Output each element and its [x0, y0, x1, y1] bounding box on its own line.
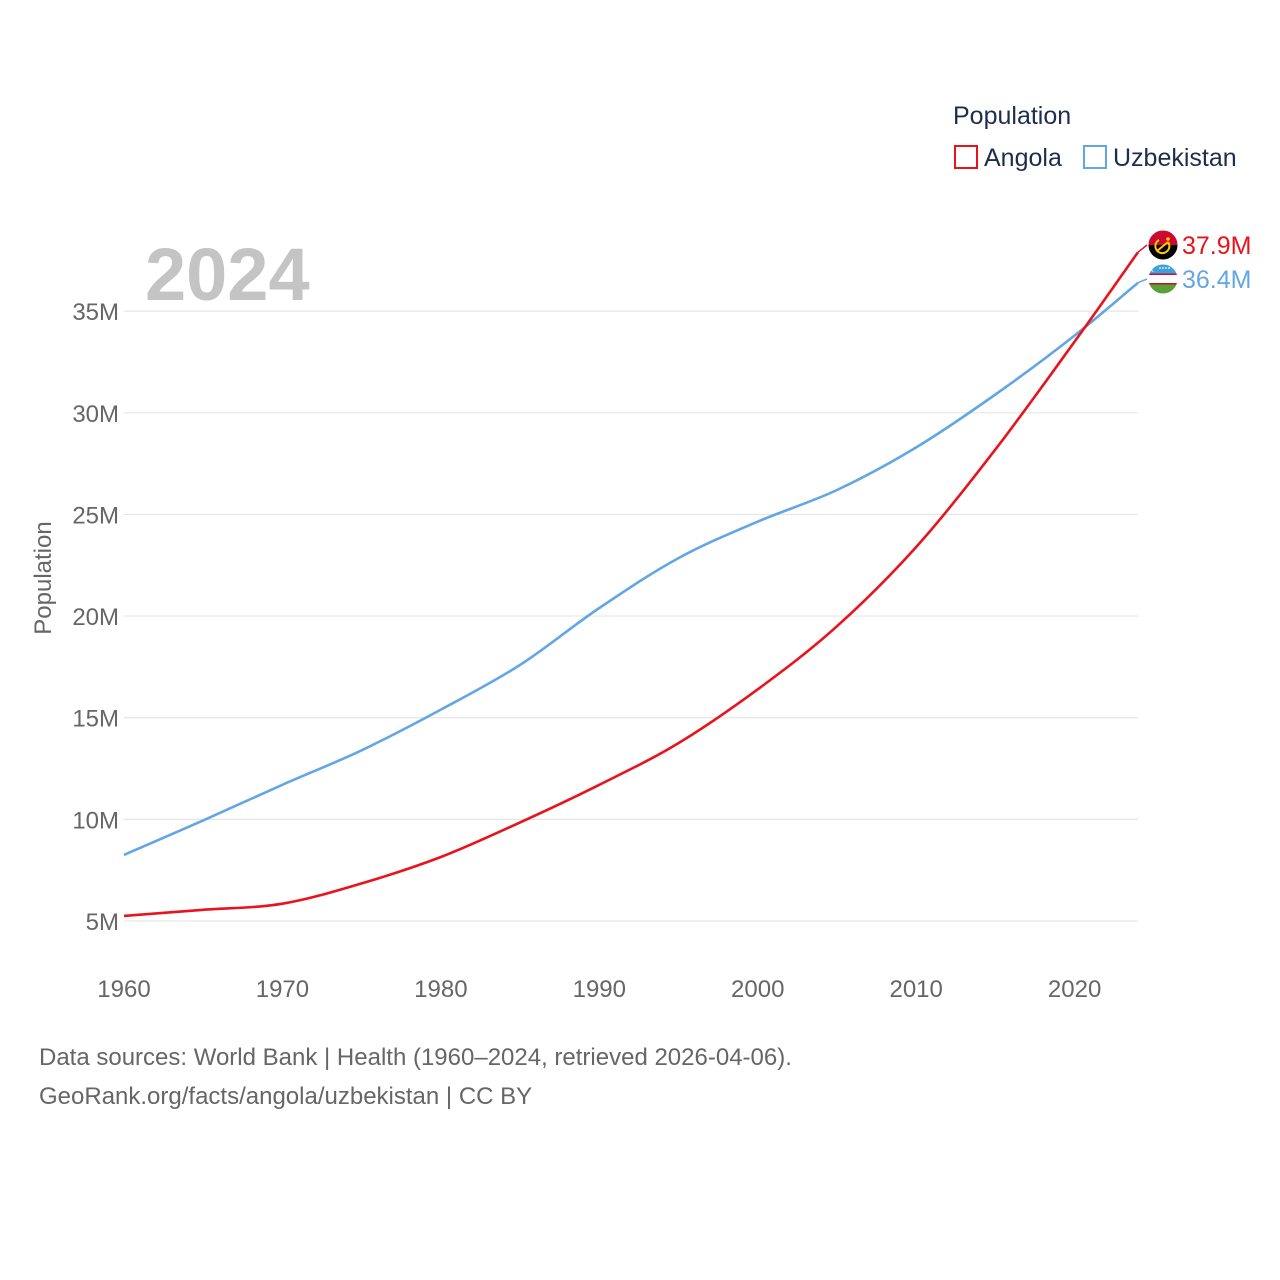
x-tick-label: 2000	[731, 976, 784, 1003]
legend-label-uzbekistan[interactable]: Uzbekistan	[1113, 144, 1237, 172]
y-tick-label: 20M	[72, 604, 119, 631]
angola-flag-icon	[1147, 229, 1179, 261]
year-watermark: 2024	[145, 233, 310, 316]
legend-title: Population	[953, 102, 1071, 130]
series-lines	[123, 251, 1140, 918]
end-marker-angola: 37.9M	[1137, 229, 1251, 261]
connector-line	[1137, 278, 1148, 284]
y-tick-label: 25M	[72, 502, 119, 529]
legend[interactable]: Population Angola Uzbekistan	[953, 102, 1237, 172]
uzbekistan-flag-icon	[1147, 263, 1179, 295]
x-tick-label: 1970	[256, 976, 309, 1003]
end-marker-uzbekistan: 36.4M	[1137, 263, 1251, 295]
end-value-label: 37.9M	[1182, 232, 1251, 260]
series-end-markers: 37.9M 36.4M	[1137, 229, 1251, 295]
y-tick-label: 15M	[72, 706, 119, 733]
footer-sources: Data sources: World Bank | Health (1960–…	[39, 1044, 792, 1071]
series-line-uzbekistan[interactable]	[123, 281, 1139, 857]
x-tick-label: 2010	[889, 976, 942, 1003]
legend-swatch-angola[interactable]	[954, 145, 978, 169]
end-value-label: 36.4M	[1182, 266, 1251, 294]
connector-line	[1137, 244, 1148, 253]
x-tick-label: 2020	[1048, 976, 1101, 1003]
y-tick-label: 10M	[72, 807, 119, 834]
x-tick-label: 1990	[573, 976, 626, 1003]
grid-lines	[124, 310, 1138, 922]
y-axis-ticks: 5M 10M 15M 20M 25M 30M 35M	[72, 299, 119, 936]
x-axis-ticks: 1960 1970 1980 1990 2000 2010 2020	[97, 976, 1101, 1003]
y-axis-label: Population	[30, 521, 57, 634]
legend-swatch-uzbekistan[interactable]	[1083, 145, 1107, 169]
y-tick-label: 5M	[86, 909, 119, 936]
y-tick-label: 35M	[72, 299, 119, 326]
x-tick-label: 1980	[414, 976, 467, 1003]
legend-label-angola[interactable]: Angola	[984, 144, 1062, 172]
y-tick-label: 30M	[72, 401, 119, 428]
x-tick-label: 1960	[97, 976, 150, 1003]
series-line-angola[interactable]	[123, 251, 1140, 918]
footer-credit: GeoRank.org/facts/angola/uzbekistan | CC…	[39, 1083, 533, 1110]
